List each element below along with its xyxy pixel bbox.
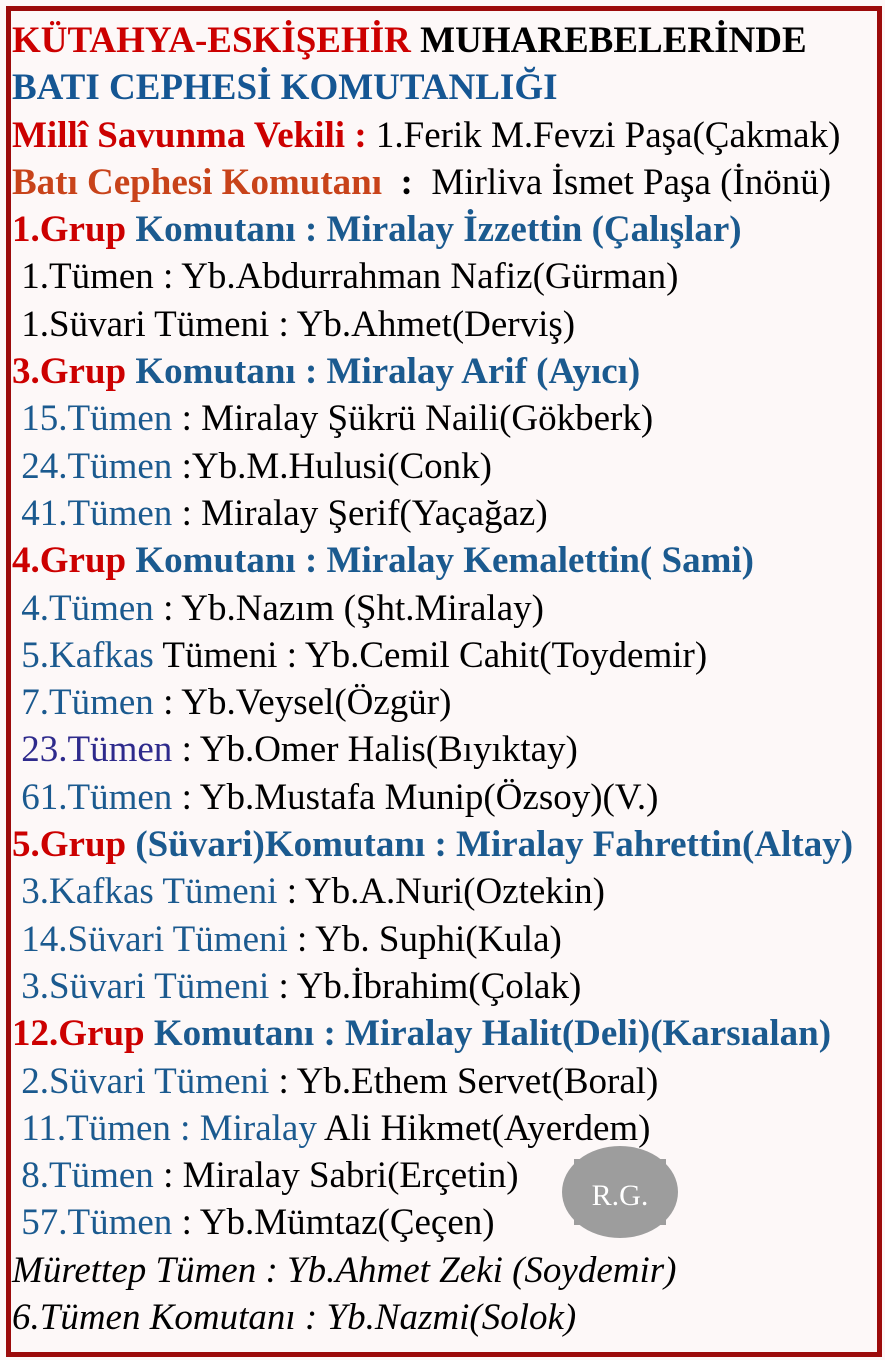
svg-text:R.G.: R.G. [592, 1179, 649, 1212]
